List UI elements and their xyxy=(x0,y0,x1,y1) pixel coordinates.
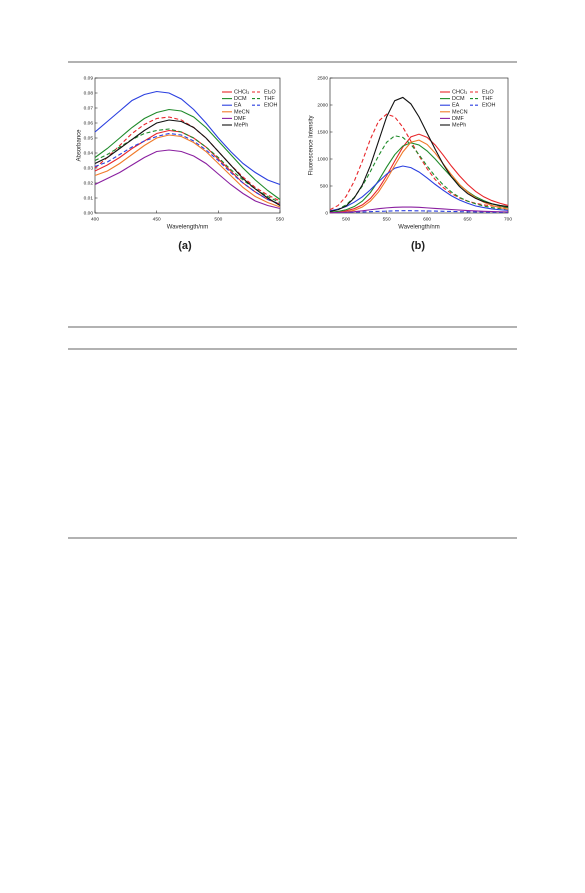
legend-label: EA xyxy=(452,103,460,109)
series-line xyxy=(329,165,509,212)
legend-label: Et₂O xyxy=(482,89,494,95)
legend-label: DCM xyxy=(452,96,465,102)
y-tick-label: 1000 xyxy=(317,156,328,162)
series-line xyxy=(329,96,509,212)
x-tick-label: 500 xyxy=(342,216,350,222)
legend-label: MeCN xyxy=(452,109,468,115)
series-line xyxy=(329,135,509,212)
y-axis-label: Absorbance xyxy=(77,129,83,162)
legend-label: EtOH xyxy=(264,103,277,109)
x-tick-label: 550 xyxy=(383,216,391,222)
series-line xyxy=(329,206,509,214)
legend-label: DCM xyxy=(234,96,247,102)
series-line xyxy=(329,142,509,213)
y-tick-label: 0.06 xyxy=(84,120,94,126)
legend-label: DMF xyxy=(234,116,247,122)
y-tick-label: 0.05 xyxy=(84,135,94,141)
series-line xyxy=(94,90,281,186)
series-line xyxy=(94,134,281,208)
series-line xyxy=(329,139,509,214)
y-tick-label: 0.04 xyxy=(84,150,94,156)
legend-label: THF xyxy=(264,96,275,102)
plot-frame xyxy=(329,77,509,214)
y-tick-label: 0 xyxy=(325,210,328,216)
x-tick-label: 500 xyxy=(214,216,222,222)
legend-label: MePh xyxy=(452,122,466,128)
legend-label: THF xyxy=(482,96,493,102)
x-axis-label: Wavelength/nm xyxy=(167,225,208,231)
legend-label: EA xyxy=(234,103,242,109)
legend-label: CHCl₃ xyxy=(234,89,249,95)
series-line xyxy=(94,129,281,205)
series-line xyxy=(94,108,281,200)
legend-label: MeCN xyxy=(234,109,250,115)
x-tick-label: 450 xyxy=(153,216,161,222)
x-tick-label: 650 xyxy=(464,216,472,222)
y-tick-label: 0.01 xyxy=(84,195,94,201)
x-axis-label: Wavelength/nm xyxy=(398,225,439,231)
y-tick-label: 0.03 xyxy=(84,165,94,171)
series-line xyxy=(329,133,509,214)
series-line xyxy=(329,113,509,211)
x-tick-label: 400 xyxy=(91,216,99,222)
y-tick-label: 500 xyxy=(320,183,328,189)
x-tick-label: 700 xyxy=(504,216,512,222)
series-line xyxy=(94,119,281,206)
y-tick-label: 2500 xyxy=(317,75,328,81)
series-line xyxy=(94,132,281,205)
plot-frame xyxy=(94,77,281,214)
y-tick-label: 0.08 xyxy=(84,90,94,96)
legend-label: DMF xyxy=(452,116,465,122)
legend-label: Et₂O xyxy=(264,89,276,95)
x-tick-label: 600 xyxy=(423,216,431,222)
y-axis-label: Fluorescence Intensity xyxy=(309,115,315,175)
legend-label: MePh xyxy=(234,122,248,128)
legend-label: EtOH xyxy=(482,103,495,109)
y-tick-label: 0.02 xyxy=(84,180,94,186)
y-tick-label: 0.09 xyxy=(84,75,94,81)
y-tick-label: 0.00 xyxy=(84,210,94,216)
y-tick-label: 2000 xyxy=(317,102,328,108)
legend-label: CHCl₃ xyxy=(452,89,467,95)
x-tick-label: 550 xyxy=(276,216,284,222)
panel-label: (a) xyxy=(178,240,192,252)
panel-label: (b) xyxy=(411,240,425,252)
series-line xyxy=(94,116,281,202)
series-line xyxy=(94,149,281,210)
y-tick-label: 1500 xyxy=(317,129,328,135)
series-line xyxy=(94,128,281,203)
y-tick-label: 0.07 xyxy=(84,105,94,111)
series-line xyxy=(329,210,509,214)
